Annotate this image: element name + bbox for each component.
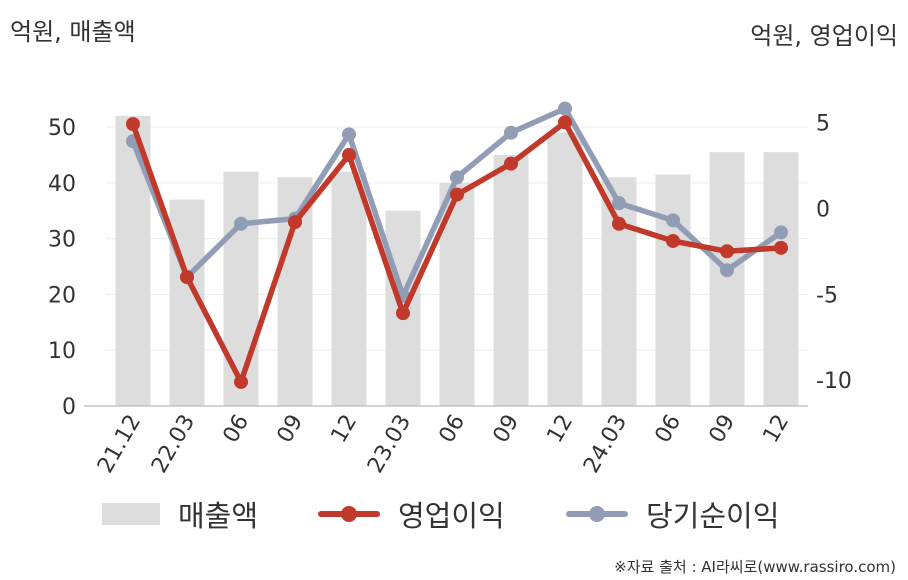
x-tick-label: 06 bbox=[219, 411, 255, 448]
x-tick-label: 09 bbox=[273, 411, 309, 448]
legend: 매출액 영업이익 당기순이익 bbox=[0, 492, 908, 536]
point-operating-profit bbox=[612, 216, 626, 231]
legend-item-operating-profit: 영업이익 bbox=[318, 492, 505, 536]
point-operating-profit bbox=[234, 374, 248, 389]
y-right-tick-label: -5 bbox=[816, 283, 838, 308]
x-tick-label: 06 bbox=[435, 411, 471, 448]
bar-revenue bbox=[331, 171, 367, 406]
point-operating-profit bbox=[126, 117, 140, 132]
legend-swatch-net-income bbox=[566, 503, 628, 525]
x-tick-label: 09 bbox=[489, 411, 525, 448]
point-operating-profit bbox=[774, 240, 788, 255]
x-tick-label: 12 bbox=[327, 411, 363, 448]
point-net-income bbox=[234, 216, 248, 231]
y-left-tick-label: 0 bbox=[62, 395, 76, 420]
point-net-income bbox=[342, 127, 356, 142]
x-tick-label: 12 bbox=[543, 411, 579, 448]
point-operating-profit bbox=[720, 244, 734, 259]
y-right-tick-label: 5 bbox=[816, 111, 830, 136]
x-tick-label: 12 bbox=[759, 411, 795, 448]
legend-swatch-operating-profit bbox=[318, 503, 380, 525]
bar-revenue bbox=[763, 152, 799, 406]
legend-label-operating-profit: 영업이익 bbox=[398, 499, 505, 533]
point-net-income bbox=[504, 125, 518, 140]
point-operating-profit bbox=[504, 156, 518, 171]
y-axis-right-title: 억원, 영업이익 bbox=[750, 22, 898, 50]
legend-swatch-revenue bbox=[102, 503, 160, 525]
point-operating-profit bbox=[180, 270, 194, 285]
y-left-tick-label: 50 bbox=[48, 116, 76, 141]
bar-revenue bbox=[223, 171, 259, 406]
bar-revenue bbox=[709, 152, 745, 406]
point-operating-profit bbox=[288, 215, 302, 230]
x-tick-label: 06 bbox=[651, 411, 687, 448]
y-left-tick-label: 30 bbox=[48, 228, 76, 253]
point-net-income bbox=[558, 101, 572, 116]
point-operating-profit bbox=[396, 306, 410, 321]
legend-item-net-income: 당기순이익 bbox=[566, 492, 779, 536]
bar-revenue bbox=[493, 154, 529, 406]
y-left-tick-label: 40 bbox=[48, 172, 76, 197]
y-right-tick-label: -10 bbox=[816, 369, 852, 394]
y-left-tick-label: 10 bbox=[48, 339, 76, 364]
x-tick-label: 23.03 bbox=[363, 411, 416, 478]
legend-label-net-income: 당기순이익 bbox=[646, 499, 780, 533]
bar-revenue bbox=[655, 174, 691, 406]
x-tick-label: 09 bbox=[705, 411, 741, 448]
y-right-tick-label: 0 bbox=[816, 197, 830, 222]
point-operating-profit bbox=[450, 187, 464, 202]
point-operating-profit bbox=[666, 233, 680, 248]
point-net-income bbox=[720, 263, 734, 278]
bar-revenue bbox=[547, 132, 583, 406]
legend-item-revenue: 매출액 bbox=[102, 492, 258, 536]
x-tick-label: 21.12 bbox=[93, 411, 146, 478]
point-operating-profit bbox=[558, 115, 572, 130]
point-operating-profit bbox=[342, 148, 356, 163]
y-axis-left-title: 억원, 매출액 bbox=[10, 18, 136, 46]
source-note: ※자료 출처 : AI라씨로(www.rassiro.com) bbox=[614, 558, 896, 576]
legend-label-revenue: 매출액 bbox=[178, 499, 259, 533]
point-net-income bbox=[666, 213, 680, 228]
point-net-income bbox=[450, 170, 464, 185]
point-net-income bbox=[612, 196, 626, 211]
point-net-income bbox=[774, 225, 788, 240]
y-left-tick-label: 20 bbox=[48, 283, 76, 308]
bar-revenue bbox=[601, 177, 637, 406]
x-tick-label: 24.03 bbox=[579, 411, 632, 478]
bar-revenue bbox=[277, 177, 313, 406]
x-tick-label: 22.03 bbox=[147, 411, 200, 478]
